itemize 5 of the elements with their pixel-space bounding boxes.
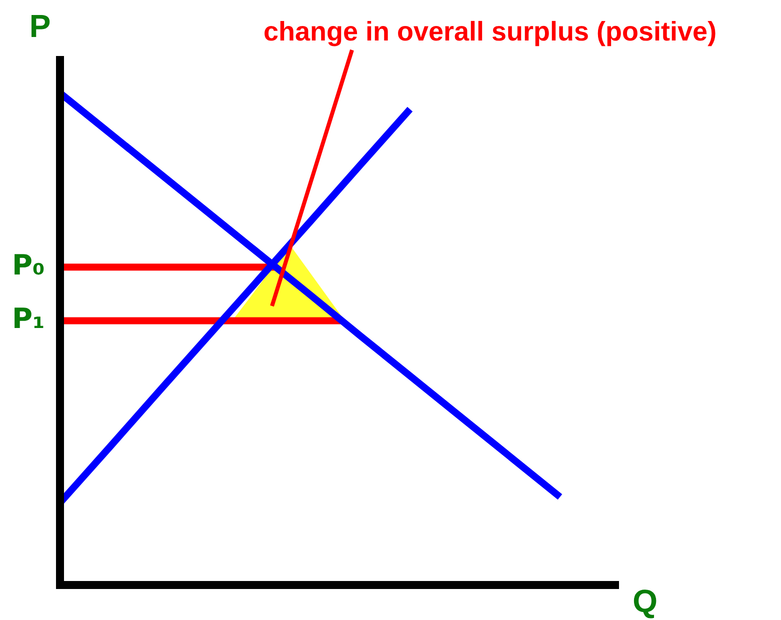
x-axis-title: Q <box>632 582 658 619</box>
ref-line-label: P₀ <box>12 248 45 282</box>
text: change in overall surplus (positive) <box>263 16 717 46</box>
ref-line-label: P₁ <box>12 302 45 336</box>
y-axis-title: P <box>29 8 51 44</box>
